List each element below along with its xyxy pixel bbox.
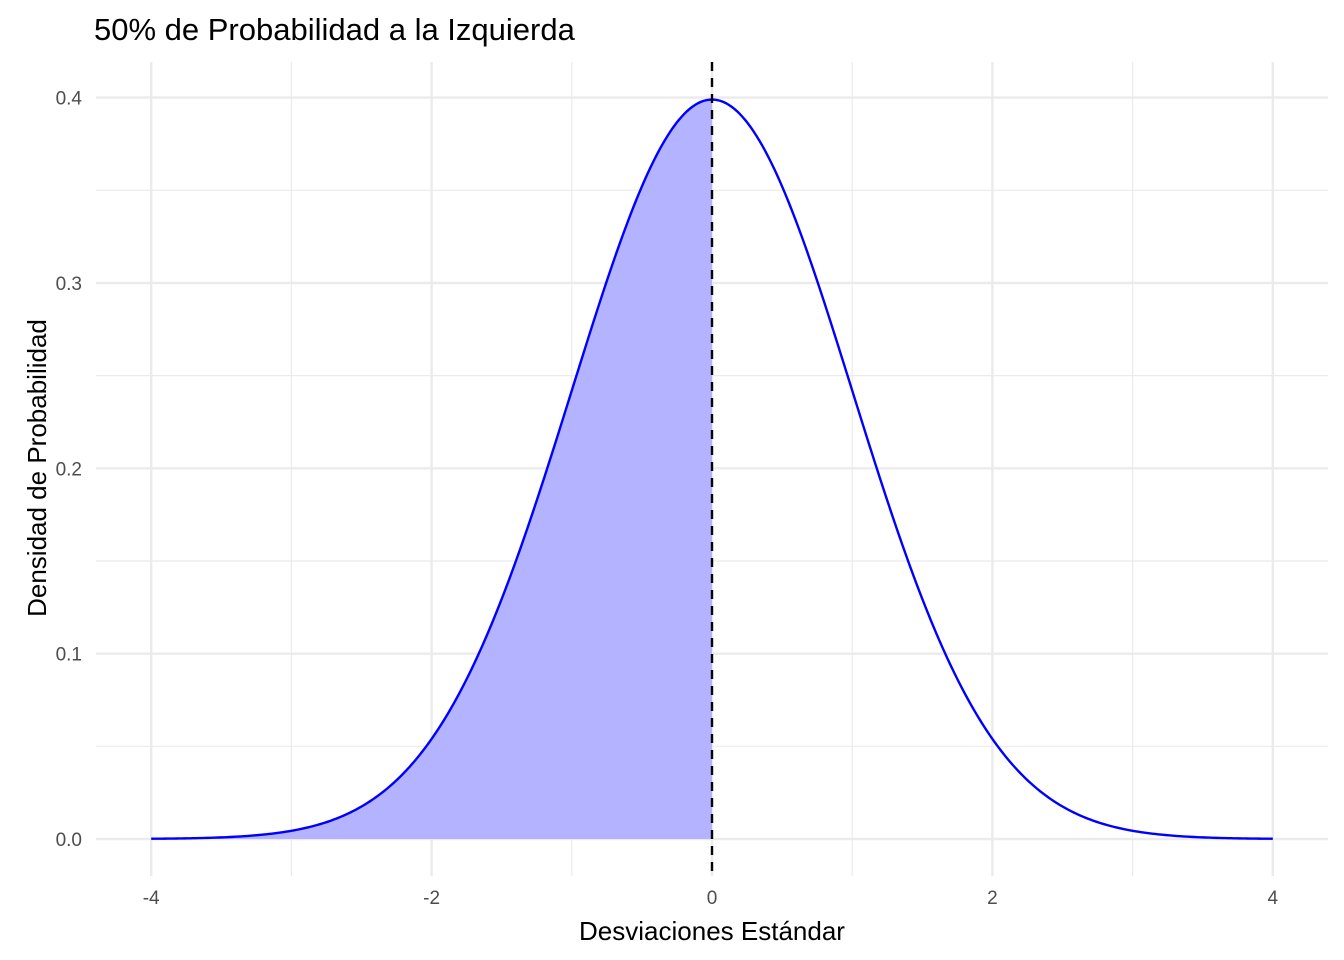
y-tick-label: 0.1 — [56, 645, 82, 666]
shaded-area — [151, 99, 712, 839]
x-axis-ticks: -4 -2 0 2 4 — [143, 888, 1279, 909]
y-tick-label: 0.4 — [56, 89, 83, 110]
x-tick-label: -2 — [423, 888, 440, 909]
chart-title: 50% de Probabilidad a la Izquierda — [94, 12, 576, 47]
y-tick-label: 0.0 — [56, 830, 82, 851]
y-tick-label: 0.3 — [56, 274, 82, 295]
y-axis-ticks: 0.0 0.1 0.2 0.3 0.4 — [56, 89, 83, 851]
y-tick-label: 0.2 — [56, 459, 82, 480]
x-axis-title: Desviaciones Estándar — [579, 916, 845, 946]
x-tick-label: 0 — [707, 888, 718, 909]
y-axis-title: Densidad de Probabilidad — [22, 319, 52, 617]
x-tick-label: 4 — [1268, 888, 1279, 909]
x-tick-label: -4 — [143, 888, 160, 909]
x-tick-label: 2 — [987, 888, 998, 909]
shaded-area-layer — [151, 99, 712, 839]
